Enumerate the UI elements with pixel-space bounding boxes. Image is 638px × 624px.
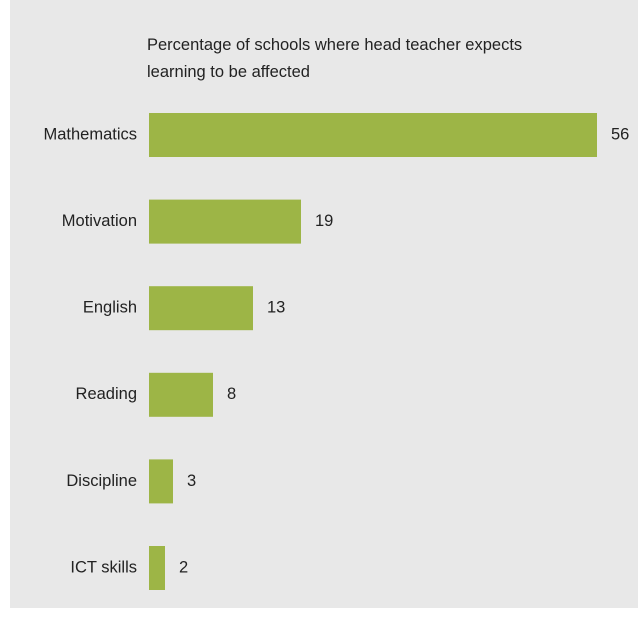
chart-background — [10, 0, 638, 608]
data-label: 3 — [187, 472, 196, 490]
bar — [149, 199, 301, 244]
category-label: English — [83, 299, 137, 317]
category-label: Motivation — [62, 212, 137, 230]
data-label: 56 — [611, 125, 629, 143]
chart-title: Percentage of schools where head teacher… — [147, 36, 523, 81]
bar — [149, 546, 165, 590]
data-label: 8 — [227, 385, 236, 403]
bar — [149, 459, 173, 504]
bar — [149, 372, 213, 417]
category-label: ICT skills — [70, 558, 137, 576]
category-label: Reading — [76, 385, 137, 403]
data-label: 13 — [267, 299, 285, 317]
data-label: 19 — [315, 212, 333, 230]
data-label: 2 — [179, 558, 188, 576]
bar — [149, 286, 253, 331]
category-label: Discipline — [66, 472, 137, 490]
bar — [149, 113, 597, 157]
category-label: Mathematics — [43, 125, 137, 143]
